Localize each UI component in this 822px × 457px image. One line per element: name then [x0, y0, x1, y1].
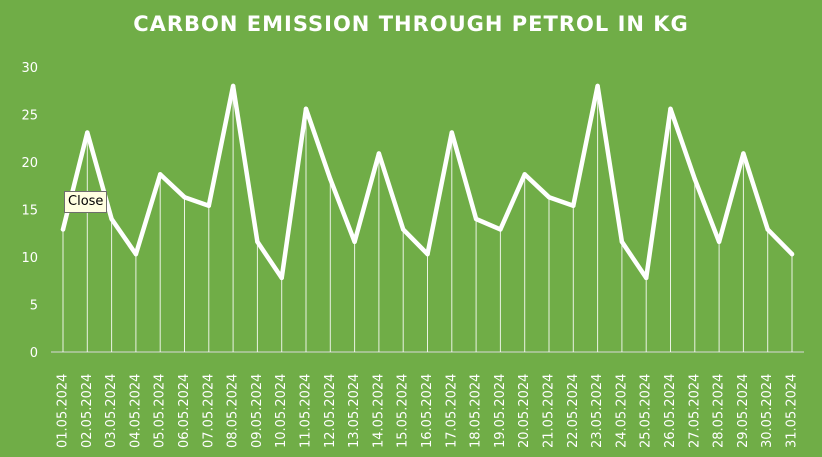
data-point: [158, 172, 163, 177]
x-tick-label: 02.05.2024: [80, 374, 95, 448]
data-point: [85, 130, 90, 135]
data-point: [644, 275, 649, 281]
x-tick-label: 29.05.2024: [736, 374, 751, 448]
data-point: [230, 83, 236, 89]
x-tick-label: 03.05.2024: [104, 374, 119, 448]
data-point: [692, 176, 697, 182]
y-tick-label: 30: [21, 61, 38, 76]
data-point: [60, 227, 66, 232]
x-tick-label: 25.05.2024: [639, 374, 654, 448]
data-point: [206, 203, 211, 208]
x-tick-label: 28.05.2024: [712, 374, 727, 448]
data-point: [619, 239, 625, 244]
data-point: [303, 106, 309, 112]
x-tick-label: 09.05.2024: [250, 374, 265, 448]
y-tick-label: 15: [21, 204, 38, 219]
x-tick-label: 14.05.2024: [371, 374, 386, 448]
data-point: [133, 251, 139, 257]
x-tick-label: 23.05.2024: [590, 374, 605, 448]
x-tick-label: 31.05.2024: [785, 374, 800, 448]
data-point: [255, 239, 260, 244]
data-point: [401, 227, 406, 232]
data-point: [376, 151, 382, 156]
data-point: [571, 203, 576, 208]
chart-title: CARBON EMISSION THROUGH PETROL IN KG: [133, 12, 689, 36]
x-tick-label: 08.05.2024: [226, 374, 241, 448]
data-point: [473, 216, 479, 222]
x-tick-label: 26.05.2024: [663, 374, 678, 448]
x-tick-label: 18.05.2024: [469, 374, 484, 448]
data-point: [498, 227, 503, 232]
x-tick-label: 13.05.2024: [347, 374, 362, 448]
x-tick-label: 07.05.2024: [201, 374, 216, 448]
data-point: [741, 151, 746, 156]
close-tooltip: Close: [64, 191, 108, 213]
x-tick-label: 16.05.2024: [420, 374, 435, 448]
x-tick-label: 17.05.2024: [444, 374, 459, 448]
x-tick-label: 06.05.2024: [177, 374, 192, 448]
data-point: [765, 227, 770, 232]
x-tick-label: 22.05.2024: [566, 374, 581, 448]
data-point: [182, 194, 187, 200]
data-point: [352, 239, 357, 244]
y-tick-label: 5: [30, 299, 38, 314]
series-line: [60, 83, 795, 281]
data-point: [109, 216, 114, 222]
x-tick-label: 27.05.2024: [687, 374, 702, 448]
data-point: [425, 251, 430, 257]
data-point: [595, 83, 600, 89]
data-point: [716, 239, 722, 244]
y-tick-label: 25: [21, 109, 38, 124]
x-tick-label: 24.05.2024: [614, 374, 629, 448]
x-tick-label: 21.05.2024: [542, 374, 557, 448]
x-tick-label: 19.05.2024: [493, 374, 508, 448]
x-tick-label: 30.05.2024: [760, 374, 775, 448]
y-tick-label: 0: [30, 346, 38, 361]
data-point: [668, 106, 673, 112]
x-tick-label: 15.05.2024: [396, 374, 411, 448]
x-tick-label: 11.05.2024: [299, 374, 314, 448]
data-point: [279, 275, 284, 281]
data-point: [522, 172, 527, 177]
x-tick-label: 20.05.2024: [517, 374, 532, 448]
x-tick-label: 10.05.2024: [274, 374, 289, 448]
data-point: [546, 194, 552, 200]
x-tick-label: 05.05.2024: [153, 374, 168, 448]
x-tick-label: 12.05.2024: [323, 374, 338, 448]
y-tick-label: 20: [21, 156, 38, 171]
data-point: [449, 130, 454, 135]
y-tick-label: 10: [21, 251, 38, 266]
x-tick-label: 01.05.2024: [56, 374, 71, 448]
data-point: [328, 176, 333, 182]
data-point: [789, 251, 795, 257]
x-tick-label: 04.05.2024: [128, 374, 143, 448]
